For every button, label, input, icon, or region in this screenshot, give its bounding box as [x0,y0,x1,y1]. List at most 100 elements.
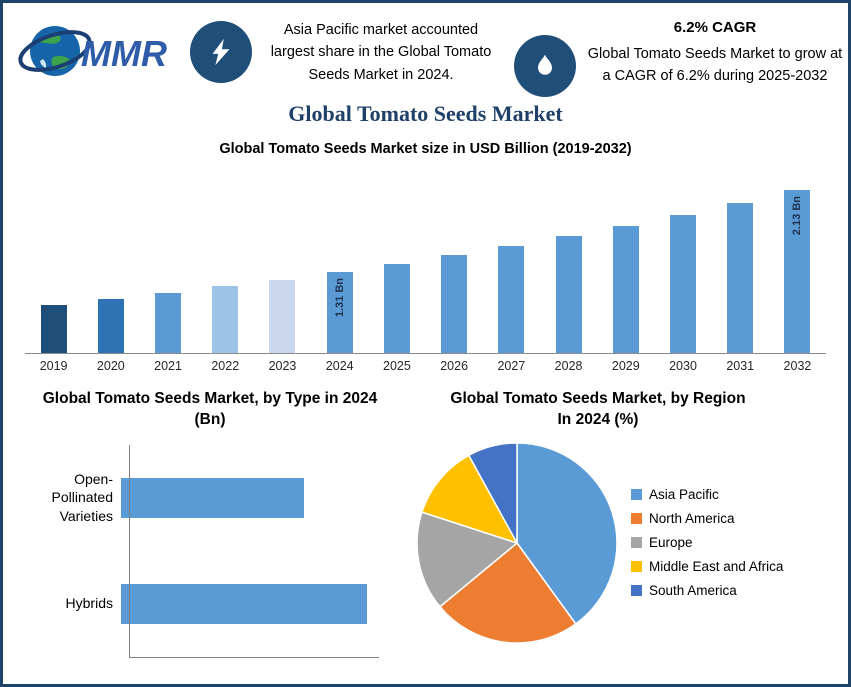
x-axis-label-2030: 2030 [669,359,697,373]
callout1-text: Asia Pacific market accounted largest sh… [270,22,492,83]
bar-column-2029 [597,169,654,353]
legend-label: Middle East and Africa [649,559,784,575]
pie-legend: Asia Pacific North America Europe Middle Ea… [631,478,783,607]
callout2-text: Global Tomato Seeds Market to grow at a … [587,46,843,84]
bar-column-2024: 1.31 Bn [311,169,368,353]
x-axis-label-2021: 2021 [154,359,182,373]
bottom-charts: Global Tomato Seeds Market, by Type in 2… [3,389,848,658]
bar-column-2025 [368,169,425,353]
bar-chart-plot-area: 1.31 Bn 2.13 Bn [25,169,826,354]
bar-2023 [269,280,296,353]
legend-swatch [631,489,642,501]
x-axis-label-2020: 2020 [96,359,125,373]
bar-2030 [670,215,697,353]
x-axis-label-2025: 2025 [383,359,411,373]
header: MMR Asia Pacific market accounted larges… [3,3,848,97]
legend-item-south-america: South America [631,583,783,598]
flame-icon [514,35,576,97]
type-bar-open-pollinated-varieties [121,477,304,518]
legend-label: Europe [649,535,693,551]
page-title: Global Tomato Seeds Market [288,101,563,126]
x-axis-label-2032: 2032 [783,359,812,373]
bar-2025 [383,264,410,353]
bar-column-2032: 2.13 Bn [769,169,826,353]
bar-2024: 1.31 Bn [326,272,353,353]
bar-column-2022 [197,169,254,353]
callout-asia-pacific: Asia Pacific market accounted largest sh… [190,13,500,86]
x-axis-label-2027: 2027 [497,359,526,373]
x-axis-label-2019: 2019 [39,359,68,373]
logo-text: MMR [81,33,167,74]
bar-value-label-2024: 1.31 Bn [333,278,346,318]
type-bar-row: Open-Pollinated Varieties [21,445,393,551]
bar-2026 [441,255,468,353]
lightning-bolt-glyph [212,38,230,66]
bar-2027 [498,246,525,353]
globe-icon: MMR [18,26,167,76]
pie-chart-row: Asia Pacific North America Europe Middle Ea… [411,437,842,649]
legend-item-europe: Europe [631,535,783,550]
pie-slice-north-america [438,541,577,644]
legend-label: North America [649,511,735,527]
legend-item-middle-east-and-africa: Middle East and Africa [631,559,783,574]
bar-2021 [155,293,182,353]
pie-chart [416,442,618,644]
bar-2019 [40,305,67,353]
legend-swatch [631,561,642,573]
pie-slice-south-america [467,442,518,544]
type-category-label: Hybrids [65,595,113,612]
pie-slice-europe [416,510,519,608]
x-axis-line [129,656,379,658]
bar-column-2021 [139,169,196,353]
bar-column-2019 [25,169,82,353]
bar-2032: 2.13 Bn [784,190,811,353]
bar-column-2030 [654,169,711,353]
flame-glyph [538,54,552,75]
bar-2029 [612,226,639,353]
bar-2020 [97,299,124,353]
legend-label: Asia Pacific [649,487,719,503]
bar-2031 [727,203,754,353]
bar-value-label-2032: 2.13 Bn [791,196,804,236]
cagr-headline: 6.2% CAGR [673,19,757,36]
legend-swatch [631,537,642,549]
bar-column-2020 [82,169,139,353]
type-category-label: Open-Pollinated Varieties [51,470,114,525]
pie-slice-asia-pacific [516,442,618,625]
legend-swatch [631,513,642,525]
y-axis-line [129,444,130,657]
bar-2028 [555,236,582,353]
type-chart-title: Global Tomato Seeds Market, by Type in 2… [42,390,378,428]
bar-column-2026 [426,169,483,353]
bar-chart: 1.31 Bn 2.13 Bn 2019 2020 2021 2022 2023 2024 2… [25,169,826,373]
x-axis-label-2031: 2031 [726,359,755,373]
x-axis-label-2029: 2029 [611,359,640,373]
region-chart-title: Global Tomato Seeds Market, by Region In… [450,390,746,428]
bar-column-2028 [540,169,597,353]
market-size-chart-section: Global Tomato Seeds Market size in USD B… [3,141,848,373]
x-axis-label-2022: 2022 [211,359,240,373]
cagr-text-block: 6.2% CAGR Global Tomato Seeds Market to … [586,13,844,88]
legend-item-north-america: North America [631,511,783,526]
bar-column-2031 [712,169,769,353]
lightning-icon [190,21,252,83]
type-bar-row: Hybrids [21,551,393,657]
x-axis-label-2028: 2028 [554,359,583,373]
bar-2022 [212,286,239,353]
x-axis-label-2023: 2023 [268,359,297,373]
legend-item-asia-pacific: Asia Pacific [631,487,783,502]
bar-column-2027 [483,169,540,353]
callout-cagr: 6.2% CAGR Global Tomato Seeds Market to … [514,13,844,97]
x-axis-label-2024: 2024 [325,359,354,373]
bar-chart-title: Global Tomato Seeds Market size in USD B… [219,141,632,157]
bar-column-2023 [254,169,311,353]
by-type-chart-panel: Global Tomato Seeds Market, by Type in 2… [9,389,411,658]
bar-chart-x-axis: 2019 2020 2021 2022 2023 2024 2025 2026 2027 2028… [25,354,826,373]
pie-slice-middle-east-and-africa [420,454,519,545]
type-bar-rows: Open-Pollinated Varieties Hybrids [21,445,393,657]
by-region-chart-panel: Global Tomato Seeds Market, by Region In… [411,389,842,657]
type-bar-hybrids [121,583,367,624]
legend-label: South America [649,583,737,599]
type-bar-chart: Open-Pollinated Varieties Hybrids [21,444,393,658]
